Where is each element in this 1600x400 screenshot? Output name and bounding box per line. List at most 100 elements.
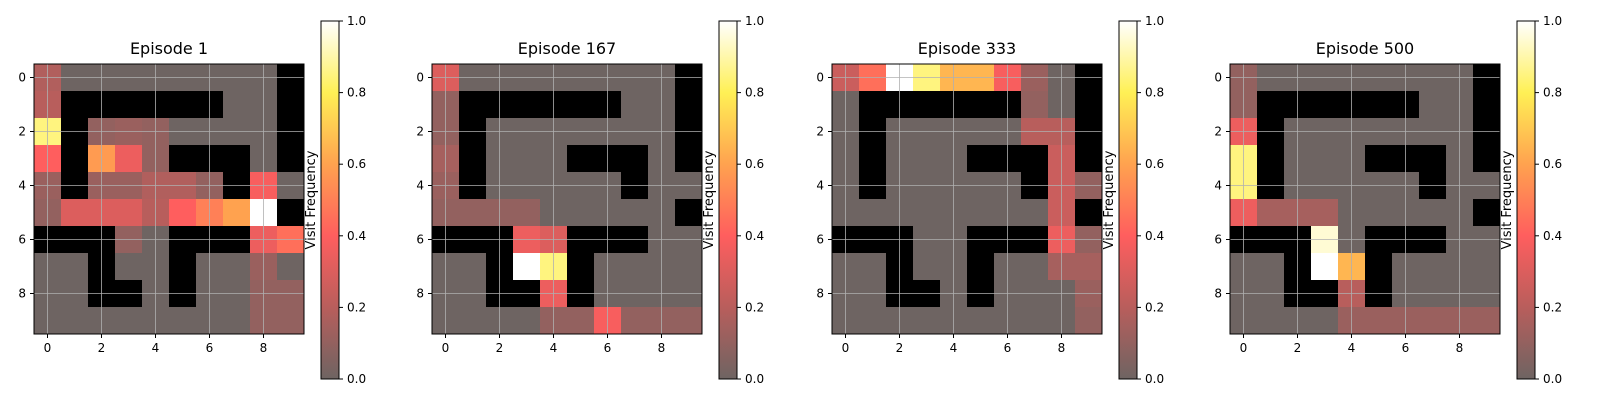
- x-tick-label: 6: [206, 341, 214, 355]
- wall-cell: [1075, 91, 1103, 119]
- colorbar-gradient: [320, 20, 340, 380]
- heat-cell: [1021, 199, 1049, 227]
- x-tick-label: 0: [842, 341, 850, 355]
- y-tick-label: 8: [18, 287, 26, 301]
- wall-cell: [1257, 91, 1285, 119]
- axes-frame: [431, 63, 703, 335]
- heat-cell: [1311, 253, 1339, 281]
- x-tick-label: 8: [658, 341, 666, 355]
- heat-cell: [1419, 91, 1447, 119]
- chart-title: Episode 167: [518, 39, 616, 58]
- heat-cell: [1419, 253, 1447, 281]
- x-tick-label: 4: [550, 341, 558, 355]
- colorbar-tick-label: 0.8: [1145, 86, 1164, 100]
- heat-cell: [115, 253, 143, 281]
- heat-cell: [1021, 253, 1049, 281]
- heat-cell: [169, 307, 197, 335]
- heat-cell: [913, 199, 941, 227]
- colorbar-tick-label: 0.2: [1543, 300, 1562, 314]
- colorbar-label: Visit Frequency: [1500, 150, 1515, 249]
- axes-frame: [831, 63, 1103, 335]
- heat-cell: [223, 307, 251, 335]
- heat-cell: [1021, 307, 1049, 335]
- heat-cell: [621, 307, 649, 335]
- heat-cell: [223, 91, 251, 119]
- heatmap-panel-1: Episode 1 0 2 4 6 8 0 2 4 6 8 0.0 0.2 0.4 0.6 0.8 1.0 Vis…: [18, 14, 366, 386]
- wall-cell: [513, 91, 541, 119]
- y-tick-label: 2: [816, 125, 824, 139]
- heat-cell: [169, 199, 197, 227]
- heat-cell: [459, 253, 487, 281]
- heat-cell: [967, 307, 995, 335]
- heat-cell: [1365, 307, 1393, 335]
- wall-cell: [61, 145, 89, 173]
- heat-cell: [513, 253, 541, 281]
- colorbar-tick-label: 0.4: [347, 229, 366, 243]
- heat-cell: [1257, 199, 1285, 227]
- heat-cell: [1075, 253, 1103, 281]
- wall-cell: [675, 91, 703, 119]
- colorbar-tick-label: 0.4: [745, 229, 764, 243]
- y-tick-label: 0: [18, 71, 26, 85]
- colorbar: 0.0 0.2 0.4 0.6 0.8 1.0 Visit Frequency: [304, 14, 366, 386]
- colorbar-tick-label: 0.0: [347, 372, 366, 386]
- heat-cell: [277, 307, 305, 335]
- y-tick-label: 6: [416, 233, 424, 247]
- heat-cell: [1257, 253, 1285, 281]
- y-tick-label: 6: [1214, 233, 1222, 247]
- wall-cell: [1257, 145, 1285, 173]
- heat-cell: [913, 253, 941, 281]
- y-tick-label: 2: [1214, 125, 1222, 139]
- wall-cell: [1473, 91, 1501, 119]
- colorbar: 0.0 0.2 0.4 0.6 0.8 1.0 Visit Frequency: [1102, 14, 1164, 386]
- x-tick-label: 0: [1240, 341, 1248, 355]
- wall-cell: [61, 91, 89, 119]
- y-tick-label: 6: [18, 233, 26, 247]
- y-tick-label: 8: [416, 287, 424, 301]
- heat-cell: [223, 199, 251, 227]
- wall-cell: [1365, 91, 1393, 119]
- x-tick-label: 6: [1402, 341, 1410, 355]
- heat-cell: [1473, 253, 1501, 281]
- colorbar: 0.0 0.2 0.4 0.6 0.8 1.0 Visit Frequency: [702, 14, 764, 386]
- wall-cell: [967, 91, 995, 119]
- heat-cell: [621, 91, 649, 119]
- heat-cell: [1311, 199, 1339, 227]
- heat-cell: [675, 253, 703, 281]
- x-tick-label: 8: [1456, 341, 1464, 355]
- colorbar: 0.0 0.2 0.4 0.6 0.8 1.0 Visit Frequency: [1500, 14, 1562, 386]
- y-tick-label: 4: [18, 179, 26, 193]
- colorbar-gradient: [718, 20, 738, 380]
- wall-cell: [967, 253, 995, 281]
- colorbar-tick-label: 0.8: [347, 86, 366, 100]
- heat-cell: [115, 199, 143, 227]
- wall-cell: [1473, 199, 1501, 227]
- heat-cell: [61, 253, 89, 281]
- heat-cell: [115, 145, 143, 173]
- y-tick-label: 4: [416, 179, 424, 193]
- y-tick-label: 8: [816, 287, 824, 301]
- y-tick-label: 4: [1214, 179, 1222, 193]
- wall-cell: [277, 91, 305, 119]
- x-tick-label: 2: [896, 341, 904, 355]
- heat-cell: [1311, 307, 1339, 335]
- y-tick-label: 2: [18, 125, 26, 139]
- heat-cell: [277, 253, 305, 281]
- heat-cell: [1419, 307, 1447, 335]
- colorbar-tick-label: 0.8: [745, 86, 764, 100]
- colorbar-gradient: [1118, 20, 1138, 380]
- heat-cell: [513, 145, 541, 173]
- wall-cell: [567, 145, 595, 173]
- heat-cell: [859, 199, 887, 227]
- x-tick-label: 4: [152, 341, 160, 355]
- wall-cell: [675, 145, 703, 173]
- heat-cell: [621, 253, 649, 281]
- wall-cell: [277, 145, 305, 173]
- heat-cell: [115, 307, 143, 335]
- heat-cell: [1419, 199, 1447, 227]
- wall-cell: [169, 91, 197, 119]
- colorbar-tick-label: 0.2: [347, 300, 366, 314]
- heat-cell: [913, 307, 941, 335]
- wall-cell: [675, 199, 703, 227]
- y-tick-label: 0: [416, 71, 424, 85]
